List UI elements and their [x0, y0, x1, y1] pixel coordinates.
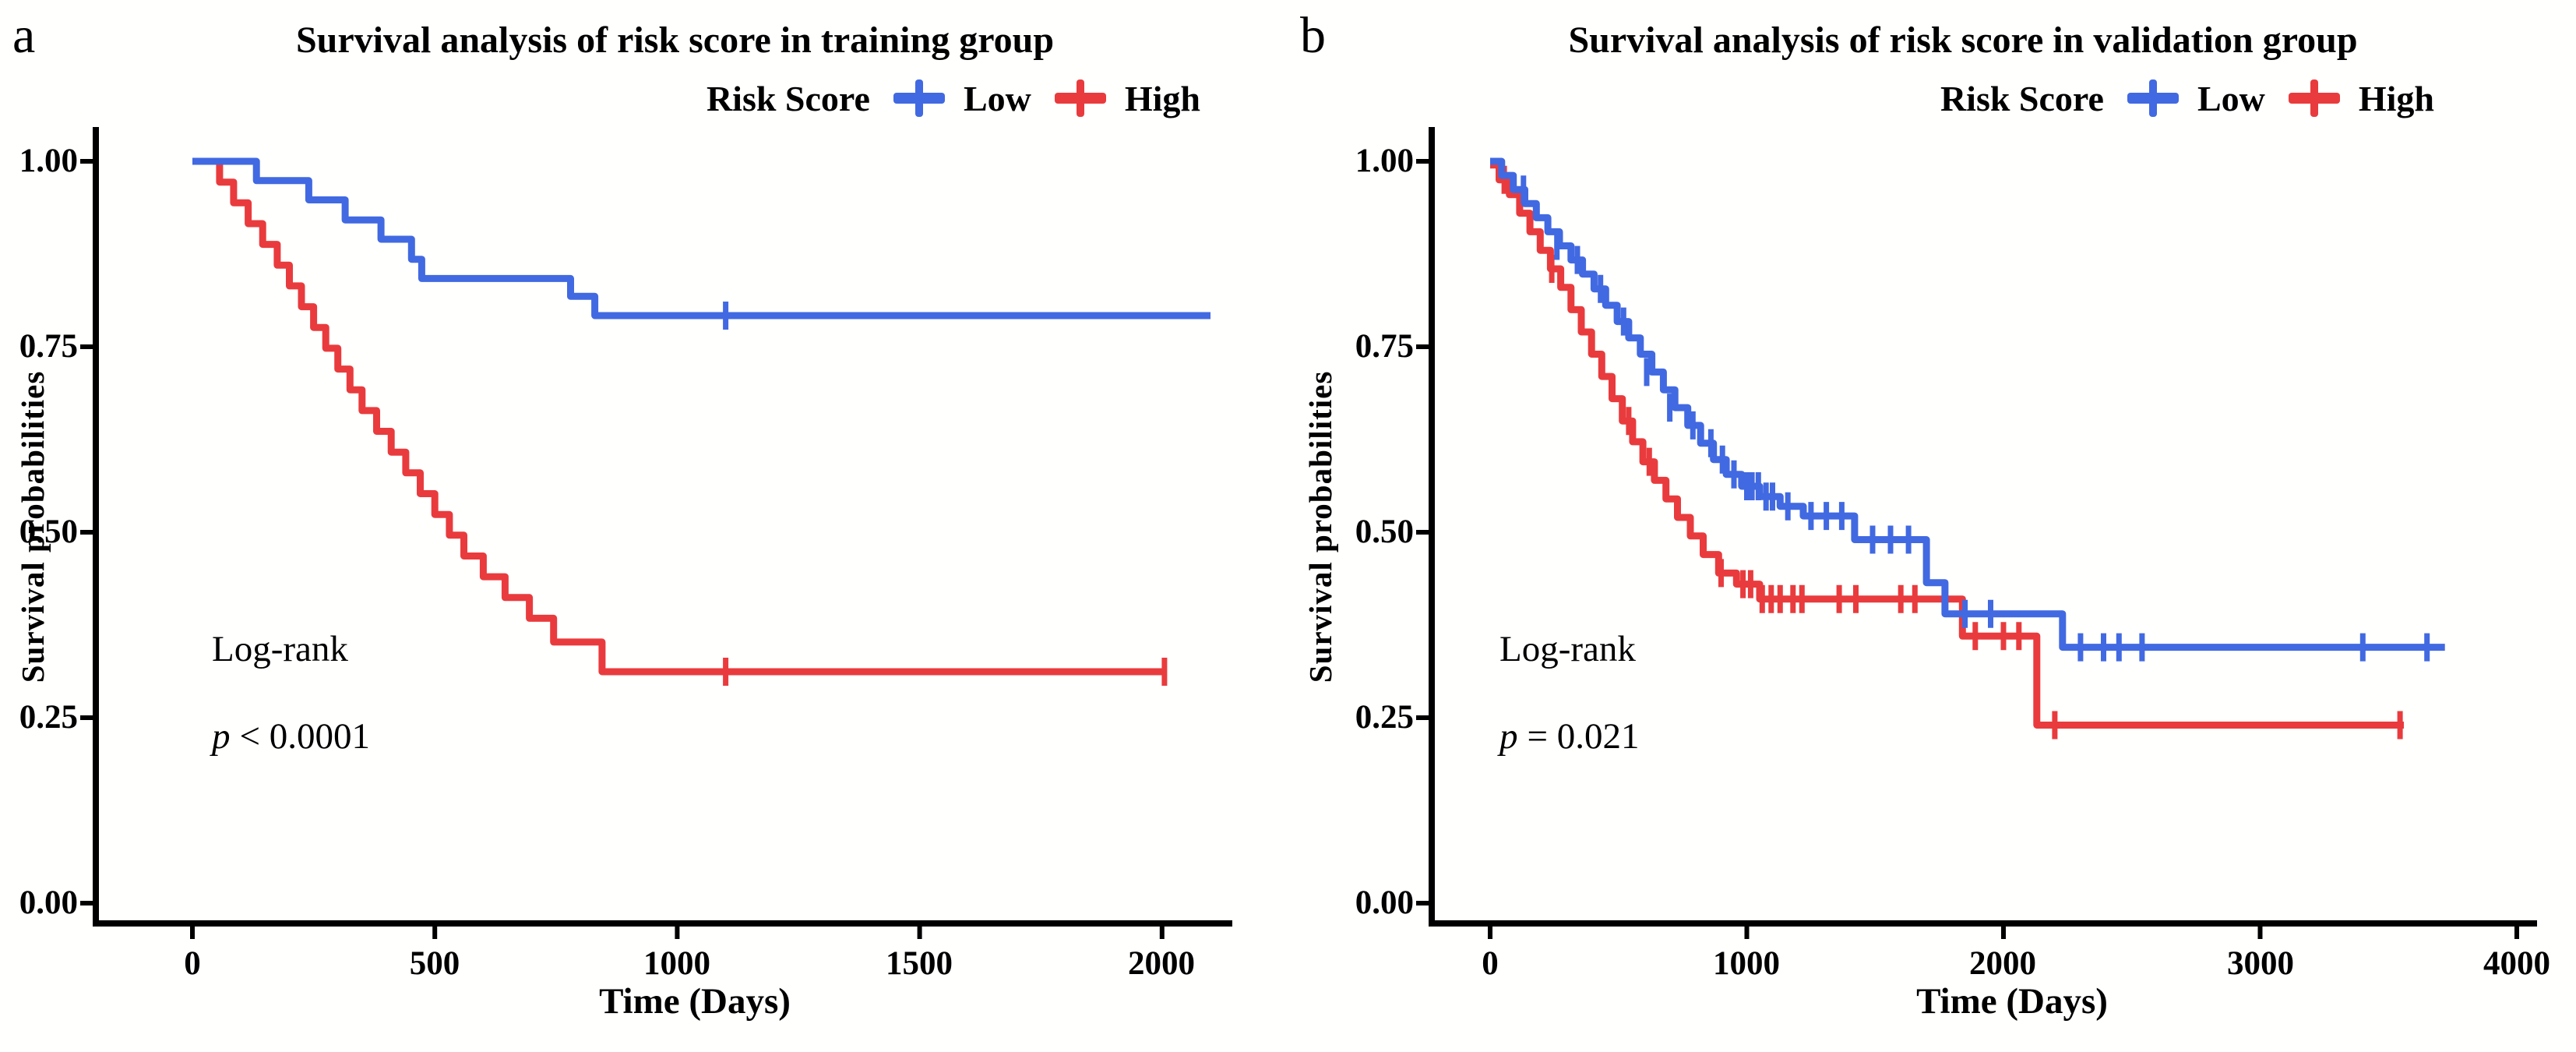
- chart-title: Survival analysis of risk score in train…: [295, 19, 1055, 61]
- km-plot-training: [80, 127, 1232, 939]
- y-tick-label: 0.50: [1355, 514, 1414, 550]
- legend-label-high: High: [2358, 78, 2434, 118]
- p-value-text: = 0.021: [1527, 716, 1640, 757]
- censor-cross-icon: [893, 79, 945, 117]
- chart-title: Survival analysis of risk score in valid…: [1568, 19, 2358, 61]
- legend: Risk Score Low High: [1940, 73, 2434, 123]
- legend-item-high: High: [2288, 78, 2434, 119]
- censor-cross-icon: [1054, 79, 1106, 117]
- y-tick-label: 1.00: [19, 143, 78, 179]
- y-tick-label: 0.75: [19, 328, 78, 365]
- x-axis-label: Time (Days): [1916, 981, 2108, 1022]
- legend-label-low: Low: [963, 78, 1031, 118]
- x-tick-label: 2000: [1969, 945, 2036, 982]
- y-tick-label: 0.25: [19, 699, 78, 736]
- legend-label-low: Low: [2197, 78, 2265, 118]
- legend-item-high: High: [1054, 78, 1200, 119]
- legend-label-high: High: [1124, 78, 1200, 118]
- p-symbol: p: [1499, 716, 1518, 757]
- x-tick-label: 500: [409, 945, 460, 982]
- y-tick-label: 0.75: [1355, 328, 1414, 365]
- legend: Risk Score Low High: [707, 73, 1200, 123]
- x-axis-label: Time (Days): [599, 981, 791, 1022]
- panel-validation: b Survival analysis of risk score in val…: [1288, 0, 2576, 1052]
- x-tick-label: 4000: [2483, 945, 2550, 982]
- legend-title: Risk Score: [1940, 78, 2104, 118]
- x-tick-label: 0: [1482, 945, 1499, 982]
- censor-cross-icon: [2288, 79, 2340, 117]
- panel-letter: a: [12, 7, 36, 64]
- y-axis-label: Survival probabilities: [1302, 370, 1338, 683]
- logrank-label: Log-rank: [1499, 629, 1636, 669]
- legend-title: Risk Score: [706, 78, 870, 118]
- x-tick-label: 2000: [1128, 945, 1195, 982]
- x-tick-label: 3000: [2227, 945, 2294, 982]
- panel-letter: b: [1300, 7, 1326, 64]
- y-tick-label: 0.50: [19, 514, 78, 550]
- y-tick-label: 0.25: [1355, 699, 1414, 736]
- x-tick-label: 1000: [643, 945, 710, 982]
- logrank-label: Log-rank: [212, 629, 348, 669]
- p-value: p = 0.021: [1499, 715, 1640, 757]
- y-tick-label: 0.00: [19, 884, 78, 921]
- p-symbol: p: [212, 716, 231, 757]
- legend-item-low: Low: [2127, 78, 2265, 119]
- censor-cross-icon: [2127, 79, 2179, 117]
- p-value-text: < 0.0001: [239, 716, 371, 757]
- y-tick-label: 0.00: [1355, 884, 1414, 921]
- km-plot-validation: [1416, 127, 2537, 939]
- x-tick-label: 1500: [886, 945, 953, 982]
- y-tick-label: 1.00: [1355, 143, 1414, 179]
- legend-item-low: Low: [893, 78, 1031, 119]
- x-tick-label: 1000: [1713, 945, 1780, 982]
- panel-training: a Survival analysis of risk score in tra…: [12, 7, 1232, 1022]
- x-tick-label: 0: [184, 945, 201, 982]
- p-value: p < 0.0001: [212, 715, 370, 757]
